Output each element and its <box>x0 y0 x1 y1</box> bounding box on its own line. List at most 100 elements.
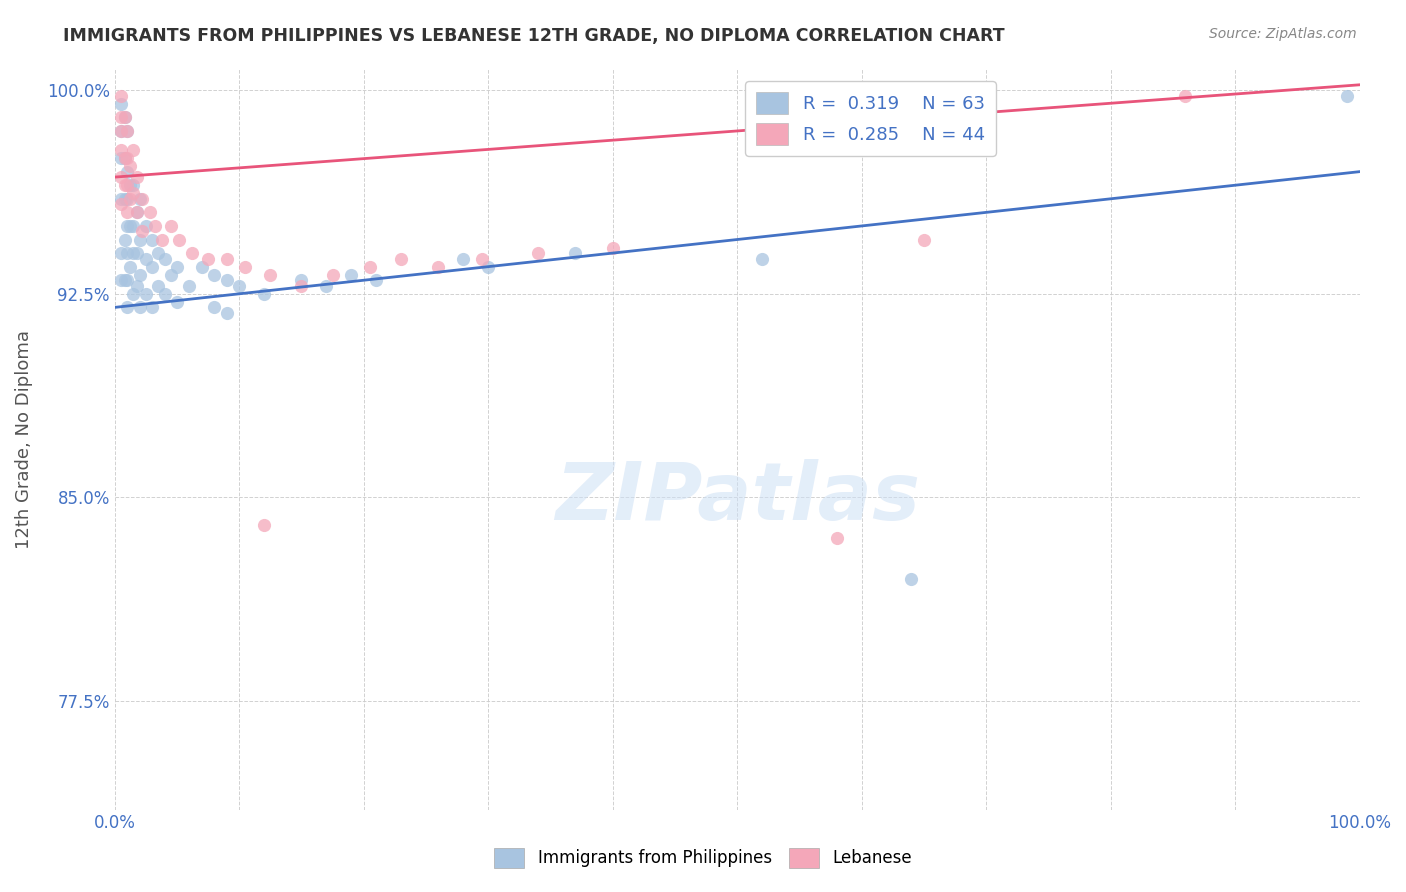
Point <box>389 252 412 266</box>
Point <box>135 252 157 266</box>
Point <box>527 246 550 260</box>
Point <box>127 278 149 293</box>
Point <box>110 124 132 138</box>
Point <box>115 124 138 138</box>
Point <box>110 88 132 103</box>
Point <box>110 151 132 165</box>
Point <box>110 96 132 111</box>
Point <box>150 233 173 247</box>
Point <box>159 268 181 282</box>
Point <box>115 192 138 206</box>
Point <box>128 192 150 206</box>
Point <box>141 301 163 315</box>
Point <box>477 260 499 274</box>
Point <box>110 143 132 157</box>
Point <box>135 219 157 233</box>
Point <box>118 159 141 173</box>
Point <box>131 224 153 238</box>
Point <box>122 186 145 201</box>
Point <box>122 178 145 193</box>
Point <box>215 306 238 320</box>
Text: Source: ZipAtlas.com: Source: ZipAtlas.com <box>1209 27 1357 41</box>
Point <box>115 205 138 219</box>
Point <box>148 246 170 260</box>
Point <box>114 111 136 125</box>
Point <box>912 233 935 247</box>
Point <box>228 278 250 293</box>
Point <box>166 260 188 274</box>
Point <box>138 205 160 219</box>
Point <box>290 273 312 287</box>
Point <box>114 178 136 193</box>
Point <box>159 219 181 233</box>
Point <box>153 286 176 301</box>
Point <box>127 170 149 185</box>
Point <box>110 111 132 125</box>
Point <box>115 273 138 287</box>
Point <box>141 260 163 274</box>
Point <box>118 219 141 233</box>
Point <box>1336 88 1358 103</box>
Point <box>110 170 132 185</box>
Legend: Immigrants from Philippines, Lebanese: Immigrants from Philippines, Lebanese <box>488 841 918 875</box>
Point <box>115 219 138 233</box>
Point <box>114 151 136 165</box>
Point <box>127 205 149 219</box>
Point <box>115 178 138 193</box>
Point <box>181 246 204 260</box>
Point <box>114 151 136 165</box>
Point <box>122 219 145 233</box>
Point <box>564 246 586 260</box>
Text: ZIPatlas: ZIPatlas <box>554 459 920 537</box>
Point <box>191 260 214 274</box>
Point <box>143 219 166 233</box>
Point <box>202 301 225 315</box>
Point <box>128 233 150 247</box>
Point <box>259 268 281 282</box>
Point <box>290 278 312 293</box>
Point <box>110 192 132 206</box>
Point <box>131 192 153 206</box>
Point <box>153 252 176 266</box>
Point <box>253 517 276 532</box>
Point <box>141 233 163 247</box>
Point <box>122 143 145 157</box>
Point <box>148 278 170 293</box>
Point <box>115 151 138 165</box>
Point <box>127 205 149 219</box>
Point <box>179 278 201 293</box>
Point <box>115 124 138 138</box>
Point <box>114 233 136 247</box>
Point <box>359 260 381 274</box>
Point <box>115 164 138 178</box>
Legend: R =  0.319    N = 63, R =  0.285    N = 44: R = 0.319 N = 63, R = 0.285 N = 44 <box>745 81 995 156</box>
Point <box>166 295 188 310</box>
Point <box>169 233 191 247</box>
Point <box>114 111 136 125</box>
Point <box>118 260 141 274</box>
Point <box>110 197 132 211</box>
Point <box>315 278 337 293</box>
Point <box>110 273 132 287</box>
Point <box>900 572 922 586</box>
Point <box>135 286 157 301</box>
Point <box>115 301 138 315</box>
Point <box>825 531 848 545</box>
Point <box>235 260 257 274</box>
Point <box>751 252 773 266</box>
Point <box>115 246 138 260</box>
Point <box>110 124 132 138</box>
Point <box>110 246 132 260</box>
Point <box>322 268 344 282</box>
Point <box>118 178 141 193</box>
Point <box>114 273 136 287</box>
Y-axis label: 12th Grade, No Diploma: 12th Grade, No Diploma <box>15 329 32 549</box>
Point <box>127 246 149 260</box>
Point <box>1174 88 1197 103</box>
Point <box>366 273 388 287</box>
Point <box>215 273 238 287</box>
Point <box>128 268 150 282</box>
Point <box>253 286 276 301</box>
Point <box>471 252 494 266</box>
Point <box>602 241 624 255</box>
